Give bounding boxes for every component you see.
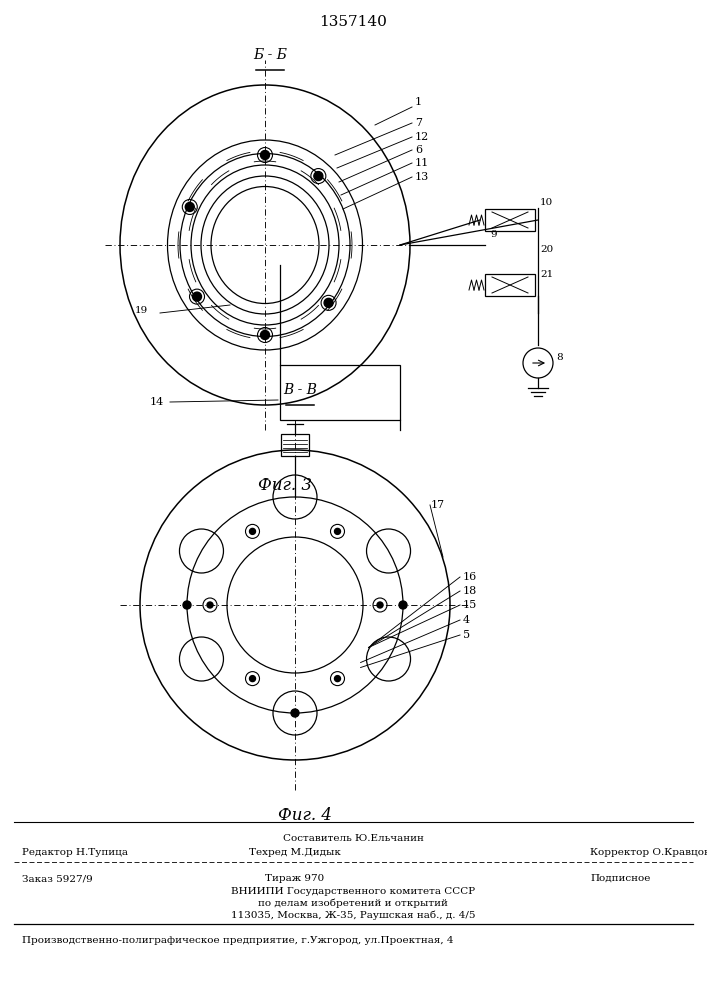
Text: 9: 9 (490, 230, 496, 239)
Text: 113035, Москва, Ж-35, Раушская наб., д. 4/5: 113035, Москва, Ж-35, Раушская наб., д. … (230, 911, 475, 920)
Text: Корректор О.Кравцова: Корректор О.Кравцова (590, 848, 707, 857)
Text: В - В: В - В (283, 383, 317, 397)
Text: 6: 6 (415, 145, 422, 155)
Circle shape (324, 298, 333, 307)
Text: 4: 4 (463, 615, 470, 625)
Text: 7: 7 (415, 118, 422, 128)
Text: Техред М.Дидык: Техред М.Дидык (249, 848, 341, 857)
Text: 19: 19 (135, 306, 148, 315)
Circle shape (377, 602, 383, 608)
Text: 14: 14 (150, 397, 164, 407)
Circle shape (192, 292, 201, 301)
Text: 11: 11 (415, 158, 429, 168)
Text: 15: 15 (463, 600, 477, 610)
Text: по делам изобретений и открытий: по делам изобретений и открытий (258, 899, 448, 908)
Text: Фиг. 4: Фиг. 4 (278, 806, 332, 824)
Circle shape (250, 528, 255, 534)
Text: 8: 8 (556, 353, 563, 362)
Circle shape (334, 528, 341, 534)
Text: 10: 10 (540, 198, 554, 207)
Bar (485, 209, 535, 231)
Text: 13: 13 (415, 172, 429, 182)
Text: Фиг. 3: Фиг. 3 (258, 477, 312, 493)
Text: Составитель Ю.Ельчанин: Составитель Ю.Ельчанин (283, 834, 423, 843)
Text: Редактор Н.Тупица: Редактор Н.Тупица (22, 848, 128, 857)
Circle shape (185, 202, 194, 211)
Bar (485, 274, 535, 296)
Text: 12: 12 (415, 132, 429, 142)
Text: 5: 5 (463, 630, 470, 640)
Text: 20: 20 (540, 245, 554, 254)
Bar (280, 365, 400, 420)
Circle shape (399, 601, 407, 609)
Text: ВНИИПИ Государственного комитета СССР: ВНИИПИ Государственного комитета СССР (231, 887, 475, 896)
Circle shape (183, 601, 191, 609)
Text: Б - Б: Б - Б (253, 48, 287, 62)
Circle shape (291, 709, 299, 717)
Circle shape (314, 172, 323, 181)
Text: 21: 21 (540, 270, 554, 279)
Text: Производственно-полиграфическое предприятие, г.Ужгород, ул.Проектная, 4: Производственно-полиграфическое предприя… (22, 936, 453, 945)
Text: Подписное: Подписное (590, 874, 650, 883)
Text: Заказ 5927/9: Заказ 5927/9 (22, 874, 93, 883)
Bar (281, 434, 309, 456)
Circle shape (260, 330, 269, 340)
Text: Тираж 970: Тираж 970 (265, 874, 325, 883)
Circle shape (250, 676, 255, 682)
Circle shape (260, 150, 269, 159)
Text: 16: 16 (463, 572, 477, 582)
Text: 18: 18 (463, 586, 477, 596)
Circle shape (334, 676, 341, 682)
Text: 1357140: 1357140 (319, 15, 387, 29)
Text: 17: 17 (431, 500, 445, 510)
Circle shape (207, 602, 213, 608)
Text: 1: 1 (415, 97, 422, 107)
